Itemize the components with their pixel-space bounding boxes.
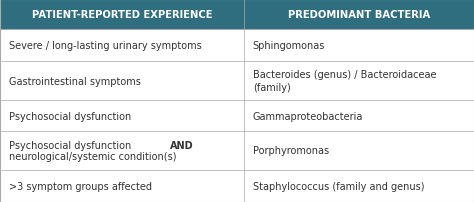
- FancyBboxPatch shape: [0, 131, 244, 170]
- Text: Gastrointestinal symptoms: Gastrointestinal symptoms: [9, 76, 140, 86]
- Text: Psychosocial dysfunction: Psychosocial dysfunction: [9, 140, 134, 150]
- Text: Sphingomonas: Sphingomonas: [253, 41, 325, 51]
- Text: Porphyromonas: Porphyromonas: [253, 146, 329, 156]
- FancyBboxPatch shape: [244, 170, 474, 202]
- FancyBboxPatch shape: [0, 30, 244, 62]
- FancyBboxPatch shape: [0, 101, 244, 131]
- Text: PREDOMINANT BACTERIA: PREDOMINANT BACTERIA: [288, 10, 430, 20]
- Text: Bacteroides (genus) / Bacteroidaceae
(family): Bacteroides (genus) / Bacteroidaceae (fa…: [253, 70, 436, 93]
- FancyBboxPatch shape: [244, 101, 474, 131]
- Text: neurological/systemic condition(s): neurological/systemic condition(s): [9, 152, 176, 162]
- Text: Staphylococcus (family and genus): Staphylococcus (family and genus): [253, 181, 424, 191]
- FancyBboxPatch shape: [0, 62, 244, 101]
- Text: Gammaproteobacteria: Gammaproteobacteria: [253, 111, 363, 121]
- Text: AND: AND: [170, 140, 194, 150]
- Text: PATIENT-REPORTED EXPERIENCE: PATIENT-REPORTED EXPERIENCE: [32, 10, 212, 20]
- FancyBboxPatch shape: [244, 62, 474, 101]
- FancyBboxPatch shape: [0, 170, 244, 202]
- Text: Severe / long-lasting urinary symptoms: Severe / long-lasting urinary symptoms: [9, 41, 201, 51]
- FancyBboxPatch shape: [244, 131, 474, 170]
- Text: Psychosocial dysfunction: Psychosocial dysfunction: [9, 111, 131, 121]
- FancyBboxPatch shape: [244, 30, 474, 62]
- FancyBboxPatch shape: [0, 0, 244, 30]
- Text: >3 symptom groups affected: >3 symptom groups affected: [9, 181, 152, 191]
- FancyBboxPatch shape: [244, 0, 474, 30]
